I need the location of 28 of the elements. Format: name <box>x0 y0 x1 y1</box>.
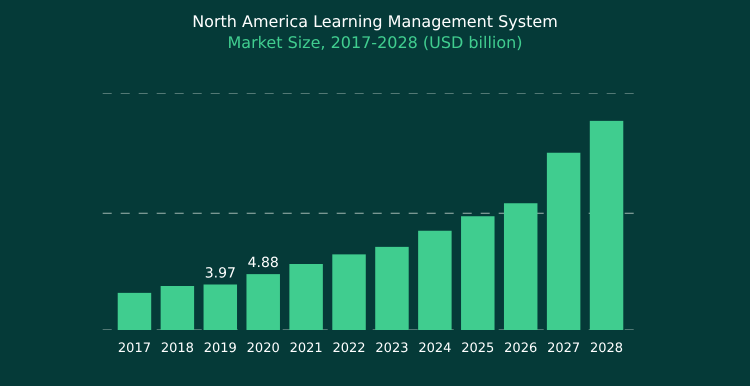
bar <box>546 152 580 330</box>
bar <box>461 216 495 330</box>
bar <box>160 286 194 330</box>
x-tick-label: 2026 <box>504 341 538 356</box>
x-tick-label: 2022 <box>332 341 366 356</box>
x-tick-label: 2019 <box>204 341 237 356</box>
bar <box>246 274 280 330</box>
x-tick-label: 2021 <box>290 341 323 356</box>
bar <box>332 254 366 330</box>
chart-subtitle: Market Size, 2017-2028 (USD billion) <box>227 32 523 52</box>
bar <box>590 120 624 330</box>
x-tick-label: 2027 <box>547 341 580 356</box>
bar <box>289 264 323 330</box>
chart-title: North America Learning Management System <box>192 12 558 32</box>
bar <box>418 230 452 330</box>
x-tick-label: 2025 <box>461 341 494 356</box>
bar <box>204 284 238 330</box>
data-label: 4.88 <box>248 255 279 272</box>
data-label: 3.97 <box>204 266 236 282</box>
x-tick-label: 2024 <box>418 341 452 356</box>
bar <box>118 292 152 330</box>
x-tick-label: 2018 <box>160 341 194 356</box>
x-tick-label: 2028 <box>590 341 624 356</box>
x-tick-label: 2020 <box>246 341 280 356</box>
x-tick-label: 2023 <box>375 341 409 356</box>
bar <box>375 246 409 330</box>
x-tick-label: 2017 <box>118 341 152 356</box>
bar <box>504 203 538 330</box>
